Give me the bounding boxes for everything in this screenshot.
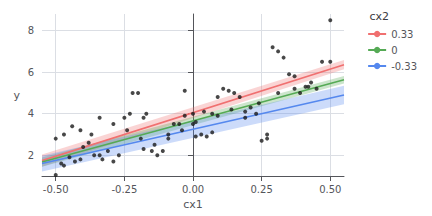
svg-text:2: 2 (28, 150, 34, 161)
svg-text:6: 6 (28, 67, 34, 78)
svg-text:4: 4 (28, 108, 34, 119)
svg-text:0.00: 0.00 (182, 184, 204, 195)
svg-text:0: 0 (391, 45, 397, 56)
svg-text:0.33: 0.33 (391, 29, 413, 40)
svg-text:-0.50: -0.50 (43, 184, 69, 195)
svg-text:cx2: cx2 (369, 10, 389, 23)
svg-text:0.25: 0.25 (251, 184, 273, 195)
svg-text:-0.33: -0.33 (391, 61, 417, 72)
svg-text:-0.25: -0.25 (111, 184, 137, 195)
svg-text:0.50: 0.50 (319, 184, 341, 195)
svg-text:8: 8 (28, 25, 34, 36)
svg-text:y: y (13, 89, 20, 102)
svg-text:cx1: cx1 (183, 198, 203, 211)
